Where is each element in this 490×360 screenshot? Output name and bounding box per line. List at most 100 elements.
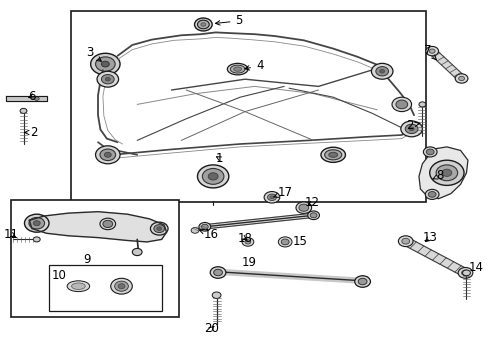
Text: 11: 11 — [3, 228, 18, 240]
Circle shape — [195, 18, 212, 31]
Text: 19: 19 — [242, 256, 256, 269]
Text: 14: 14 — [468, 261, 484, 274]
Text: 2: 2 — [24, 126, 38, 139]
Ellipse shape — [72, 283, 85, 289]
Text: 4: 4 — [245, 59, 264, 72]
Circle shape — [100, 218, 116, 230]
Circle shape — [245, 240, 251, 244]
Circle shape — [201, 23, 206, 26]
Circle shape — [191, 228, 199, 233]
Ellipse shape — [329, 152, 338, 157]
Circle shape — [428, 192, 436, 197]
Polygon shape — [204, 213, 314, 229]
Circle shape — [398, 236, 413, 247]
Circle shape — [97, 71, 119, 87]
Circle shape — [296, 202, 312, 213]
Circle shape — [111, 278, 132, 294]
Circle shape — [118, 284, 125, 289]
Circle shape — [208, 173, 218, 180]
Text: 10: 10 — [51, 269, 66, 282]
Ellipse shape — [325, 150, 342, 160]
Circle shape — [396, 100, 408, 109]
Circle shape — [96, 146, 120, 164]
Circle shape — [203, 226, 206, 228]
Bar — [49, 265, 162, 311]
Circle shape — [425, 189, 439, 199]
Ellipse shape — [67, 281, 90, 292]
Circle shape — [101, 61, 109, 67]
Polygon shape — [403, 238, 468, 276]
Circle shape — [442, 169, 452, 176]
Circle shape — [308, 211, 319, 220]
Text: 16: 16 — [199, 228, 218, 240]
Circle shape — [299, 204, 309, 211]
Ellipse shape — [230, 65, 245, 73]
Circle shape — [197, 165, 229, 188]
Polygon shape — [29, 212, 167, 242]
Circle shape — [278, 237, 292, 247]
Circle shape — [429, 49, 435, 53]
Circle shape — [426, 149, 434, 155]
Circle shape — [312, 214, 315, 216]
Bar — [71, 11, 426, 202]
Circle shape — [100, 149, 116, 161]
Text: 5: 5 — [216, 14, 243, 27]
Circle shape — [376, 67, 389, 76]
Circle shape — [20, 108, 27, 113]
Circle shape — [96, 57, 115, 71]
Circle shape — [201, 224, 208, 229]
Circle shape — [105, 77, 110, 81]
Circle shape — [310, 213, 317, 218]
Circle shape — [264, 192, 280, 203]
Circle shape — [430, 160, 464, 185]
Circle shape — [392, 97, 412, 112]
Text: 3: 3 — [86, 46, 101, 61]
Text: 6: 6 — [28, 90, 36, 103]
Circle shape — [268, 194, 276, 201]
Circle shape — [91, 53, 120, 75]
Text: 12: 12 — [305, 196, 320, 209]
Polygon shape — [429, 49, 465, 81]
Circle shape — [463, 270, 470, 276]
Circle shape — [214, 269, 222, 276]
Text: 20: 20 — [204, 322, 219, 335]
Circle shape — [355, 276, 370, 287]
Circle shape — [154, 225, 165, 233]
Circle shape — [202, 168, 224, 184]
Text: 2: 2 — [407, 119, 420, 132]
Circle shape — [270, 196, 274, 199]
Circle shape — [371, 63, 393, 79]
Circle shape — [104, 152, 111, 157]
Circle shape — [24, 214, 49, 232]
Circle shape — [157, 227, 162, 230]
Text: 17: 17 — [274, 186, 293, 199]
Text: 15: 15 — [293, 235, 308, 248]
Circle shape — [103, 220, 113, 228]
Circle shape — [101, 75, 114, 84]
Text: 8: 8 — [433, 169, 444, 182]
Circle shape — [402, 238, 410, 244]
Circle shape — [419, 102, 426, 107]
Circle shape — [458, 267, 473, 278]
Circle shape — [132, 248, 142, 256]
Circle shape — [436, 165, 458, 181]
Ellipse shape — [227, 63, 248, 75]
Circle shape — [29, 217, 45, 229]
Circle shape — [199, 222, 211, 231]
Circle shape — [358, 278, 367, 285]
Text: 18: 18 — [238, 232, 252, 245]
Circle shape — [281, 239, 289, 245]
Polygon shape — [419, 147, 468, 199]
Circle shape — [34, 97, 39, 100]
Text: 7: 7 — [423, 44, 436, 60]
Circle shape — [33, 221, 40, 226]
Circle shape — [200, 223, 210, 230]
Circle shape — [33, 237, 40, 242]
Circle shape — [115, 281, 128, 291]
Circle shape — [242, 238, 254, 246]
Circle shape — [426, 46, 439, 56]
Circle shape — [459, 76, 465, 81]
Circle shape — [455, 74, 468, 83]
Ellipse shape — [234, 67, 242, 71]
Text: 9: 9 — [83, 253, 91, 266]
